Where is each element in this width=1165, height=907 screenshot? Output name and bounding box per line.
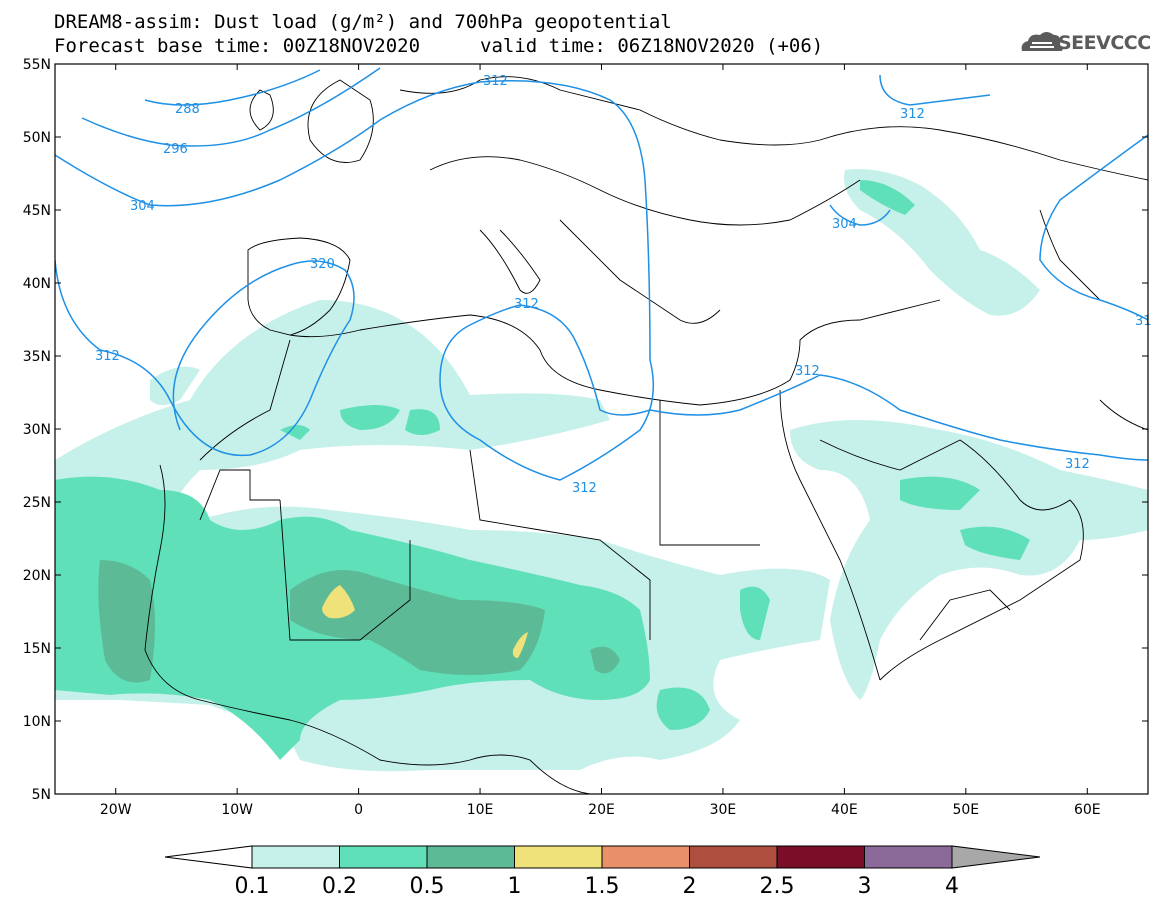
dust-region-dark — [98, 560, 155, 683]
lat-tick-label: 20N — [23, 568, 51, 584]
colorbar-label: 2 — [683, 874, 697, 899]
contour-label: 304 — [832, 217, 857, 232]
contour-labels: 288 296 304 312 320 312 312 312 304 312 … — [95, 74, 1152, 496]
colorbar-label: 0.2 — [322, 874, 357, 899]
contour-label: 304 — [130, 199, 155, 214]
colorbar-label: 4 — [945, 874, 959, 899]
valid-time: valid time: 06Z18NOV2020 (+06) — [480, 35, 824, 57]
latitude-axis: 55N 50N 45N 40N 35N 30N 25N 20N 15N 10N 5N — [23, 57, 1148, 803]
lon-tick-label: 0 — [354, 802, 363, 818]
lat-tick-label: 45N — [23, 203, 51, 219]
contour-label: 312 — [795, 364, 820, 379]
colorbar-label: 3 — [858, 874, 872, 899]
seevccc-cloud-logo-icon — [1021, 32, 1063, 51]
lat-tick-label: 50N — [23, 130, 51, 146]
dust-region-medium — [340, 405, 400, 430]
lat-tick-label: 15N — [23, 641, 51, 657]
dust-region-medium — [405, 409, 440, 435]
contour-label: 312 — [900, 107, 925, 122]
colorbar-swatch — [689, 845, 778, 869]
lon-tick-label: 20W — [100, 802, 132, 818]
lon-tick-label: 30E — [710, 802, 737, 818]
colorbar-over-arrow — [951, 845, 1041, 869]
lon-tick-label: 10W — [221, 802, 253, 818]
lat-tick-label: 55N — [23, 57, 51, 73]
dust-region-dark — [290, 570, 545, 675]
lat-tick-label: 40N — [23, 276, 51, 292]
dust-region-medium — [860, 180, 915, 215]
colorbar-swatch — [601, 845, 690, 869]
lon-tick-label: 10E — [467, 802, 494, 818]
contour-label: 288 — [175, 102, 200, 117]
dust-region-light — [790, 420, 1148, 700]
lat-tick-label: 25N — [23, 495, 51, 511]
colorbar-swatch — [776, 845, 865, 869]
lat-tick-label: 35N — [23, 349, 51, 365]
dust-field — [55, 169, 1148, 772]
colorbar: 0.1 0.2 0.5 1 1.5 2 2.5 3 4 — [164, 845, 1041, 899]
dust-region-medium — [960, 526, 1030, 560]
colorbar-swatch — [339, 845, 428, 869]
colorbar-swatch — [426, 845, 515, 869]
colorbar-label: 1 — [508, 874, 522, 899]
contour-label: 312 — [483, 74, 508, 89]
dust-region-medium — [656, 687, 710, 730]
contour-label: 312 — [514, 297, 539, 312]
lat-tick-label: 5N — [32, 787, 51, 803]
colorbar-under-arrow — [164, 845, 253, 869]
dust-region-medium — [900, 476, 980, 510]
contour-label: 296 — [163, 142, 188, 157]
map-title: DREAM8-assim: Dust load (g/m²) and 700hP… — [54, 11, 672, 33]
contour-label: 312 — [95, 349, 120, 364]
dust-region-yellow — [512, 632, 528, 658]
colorbar-label: 2.5 — [760, 874, 795, 899]
forecast-times: Forecast base time: 00Z18NOV2020 valid ti… — [54, 36, 823, 56]
lon-tick-label: 60E — [1074, 802, 1101, 818]
colorbar-label: 0.1 — [235, 874, 270, 899]
lon-tick-label: 20E — [588, 802, 615, 818]
dust-region-medium — [280, 425, 310, 440]
contour-label: 31 — [1135, 314, 1152, 329]
contour-label: 320 — [310, 257, 335, 272]
logo-text: SEEVCCC — [1058, 32, 1151, 54]
dust-region-light — [150, 366, 200, 405]
colorbar-swatch — [514, 845, 603, 869]
longitude-axis: 20W 10W 0 10E 20E 30E 40E 50E 60E — [100, 64, 1101, 818]
geopotential-contours — [55, 67, 1148, 481]
lat-tick-label: 30N — [23, 422, 51, 438]
colorbar-label: 0.5 — [410, 874, 445, 899]
dust-region-dark — [590, 646, 620, 674]
dust-region-yellow — [322, 585, 355, 619]
contour-label: 312 — [1065, 457, 1090, 472]
colorbar-swatch — [251, 845, 340, 869]
lon-tick-label: 50E — [952, 802, 979, 818]
colorbar-swatch — [864, 845, 953, 869]
colorbar-label: 1.5 — [585, 874, 620, 899]
lon-tick-label: 40E — [831, 802, 858, 818]
base-time: Forecast base time: 00Z18NOV2020 — [54, 35, 421, 57]
lat-tick-label: 10N — [23, 714, 51, 730]
contour-label: 312 — [572, 481, 597, 496]
dust-region-medium — [740, 586, 770, 640]
